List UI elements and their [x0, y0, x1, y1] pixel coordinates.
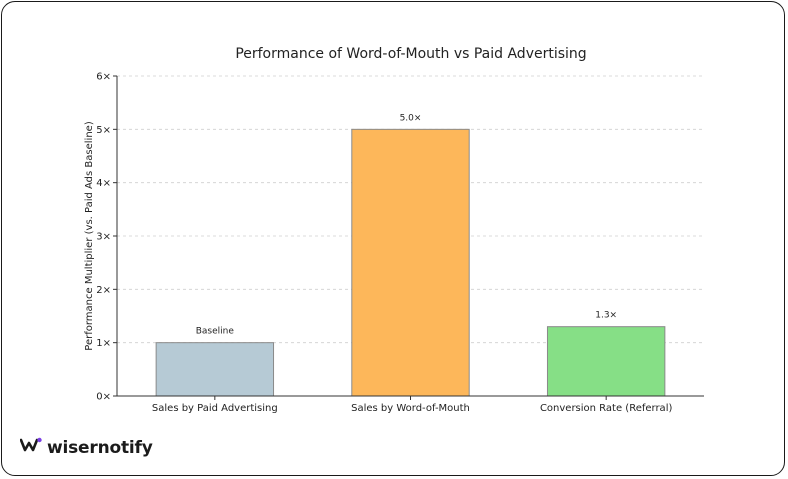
y-tick-label: 3× [96, 232, 111, 243]
data-label: 5.0× [400, 113, 422, 123]
chart-title: Performance of Word-of-Mouth vs Paid Adv… [235, 46, 586, 62]
y-tick-label: 5× [96, 125, 111, 136]
y-axis-label: Performance Multiplier (vs. Paid Ads Bas… [84, 121, 95, 351]
y-tick-label: 2× [96, 285, 111, 296]
brand-logo: wisernotify [19, 437, 153, 458]
data-label: Baseline [196, 327, 235, 337]
bar [155, 342, 275, 397]
bar [351, 128, 470, 397]
y-tick-label: 0× [96, 392, 111, 403]
x-tick-label: Sales by Paid Advertising [152, 403, 278, 414]
x-ticks: Sales by Paid Advertising Sales by Word-o… [152, 396, 673, 414]
bars [155, 128, 666, 397]
x-tick-label: Conversion Rate (Referral) [540, 403, 673, 414]
y-tick-label: 4× [96, 178, 111, 189]
y-ticks: 0× 1× 2× 3× 4× 5× 6× [96, 72, 117, 403]
y-tick-label: 6× [96, 72, 111, 83]
brand-name: wisernotify [47, 437, 153, 458]
x-tick-label: Sales by Word-of-Mouth [351, 403, 470, 414]
data-label: 1.3× [595, 311, 617, 321]
y-tick-label: 1× [96, 338, 111, 349]
bar [546, 326, 666, 397]
wisernotify-logo-icon [19, 437, 42, 458]
data-labels: Baseline 5.0× 1.3× [196, 113, 617, 336]
